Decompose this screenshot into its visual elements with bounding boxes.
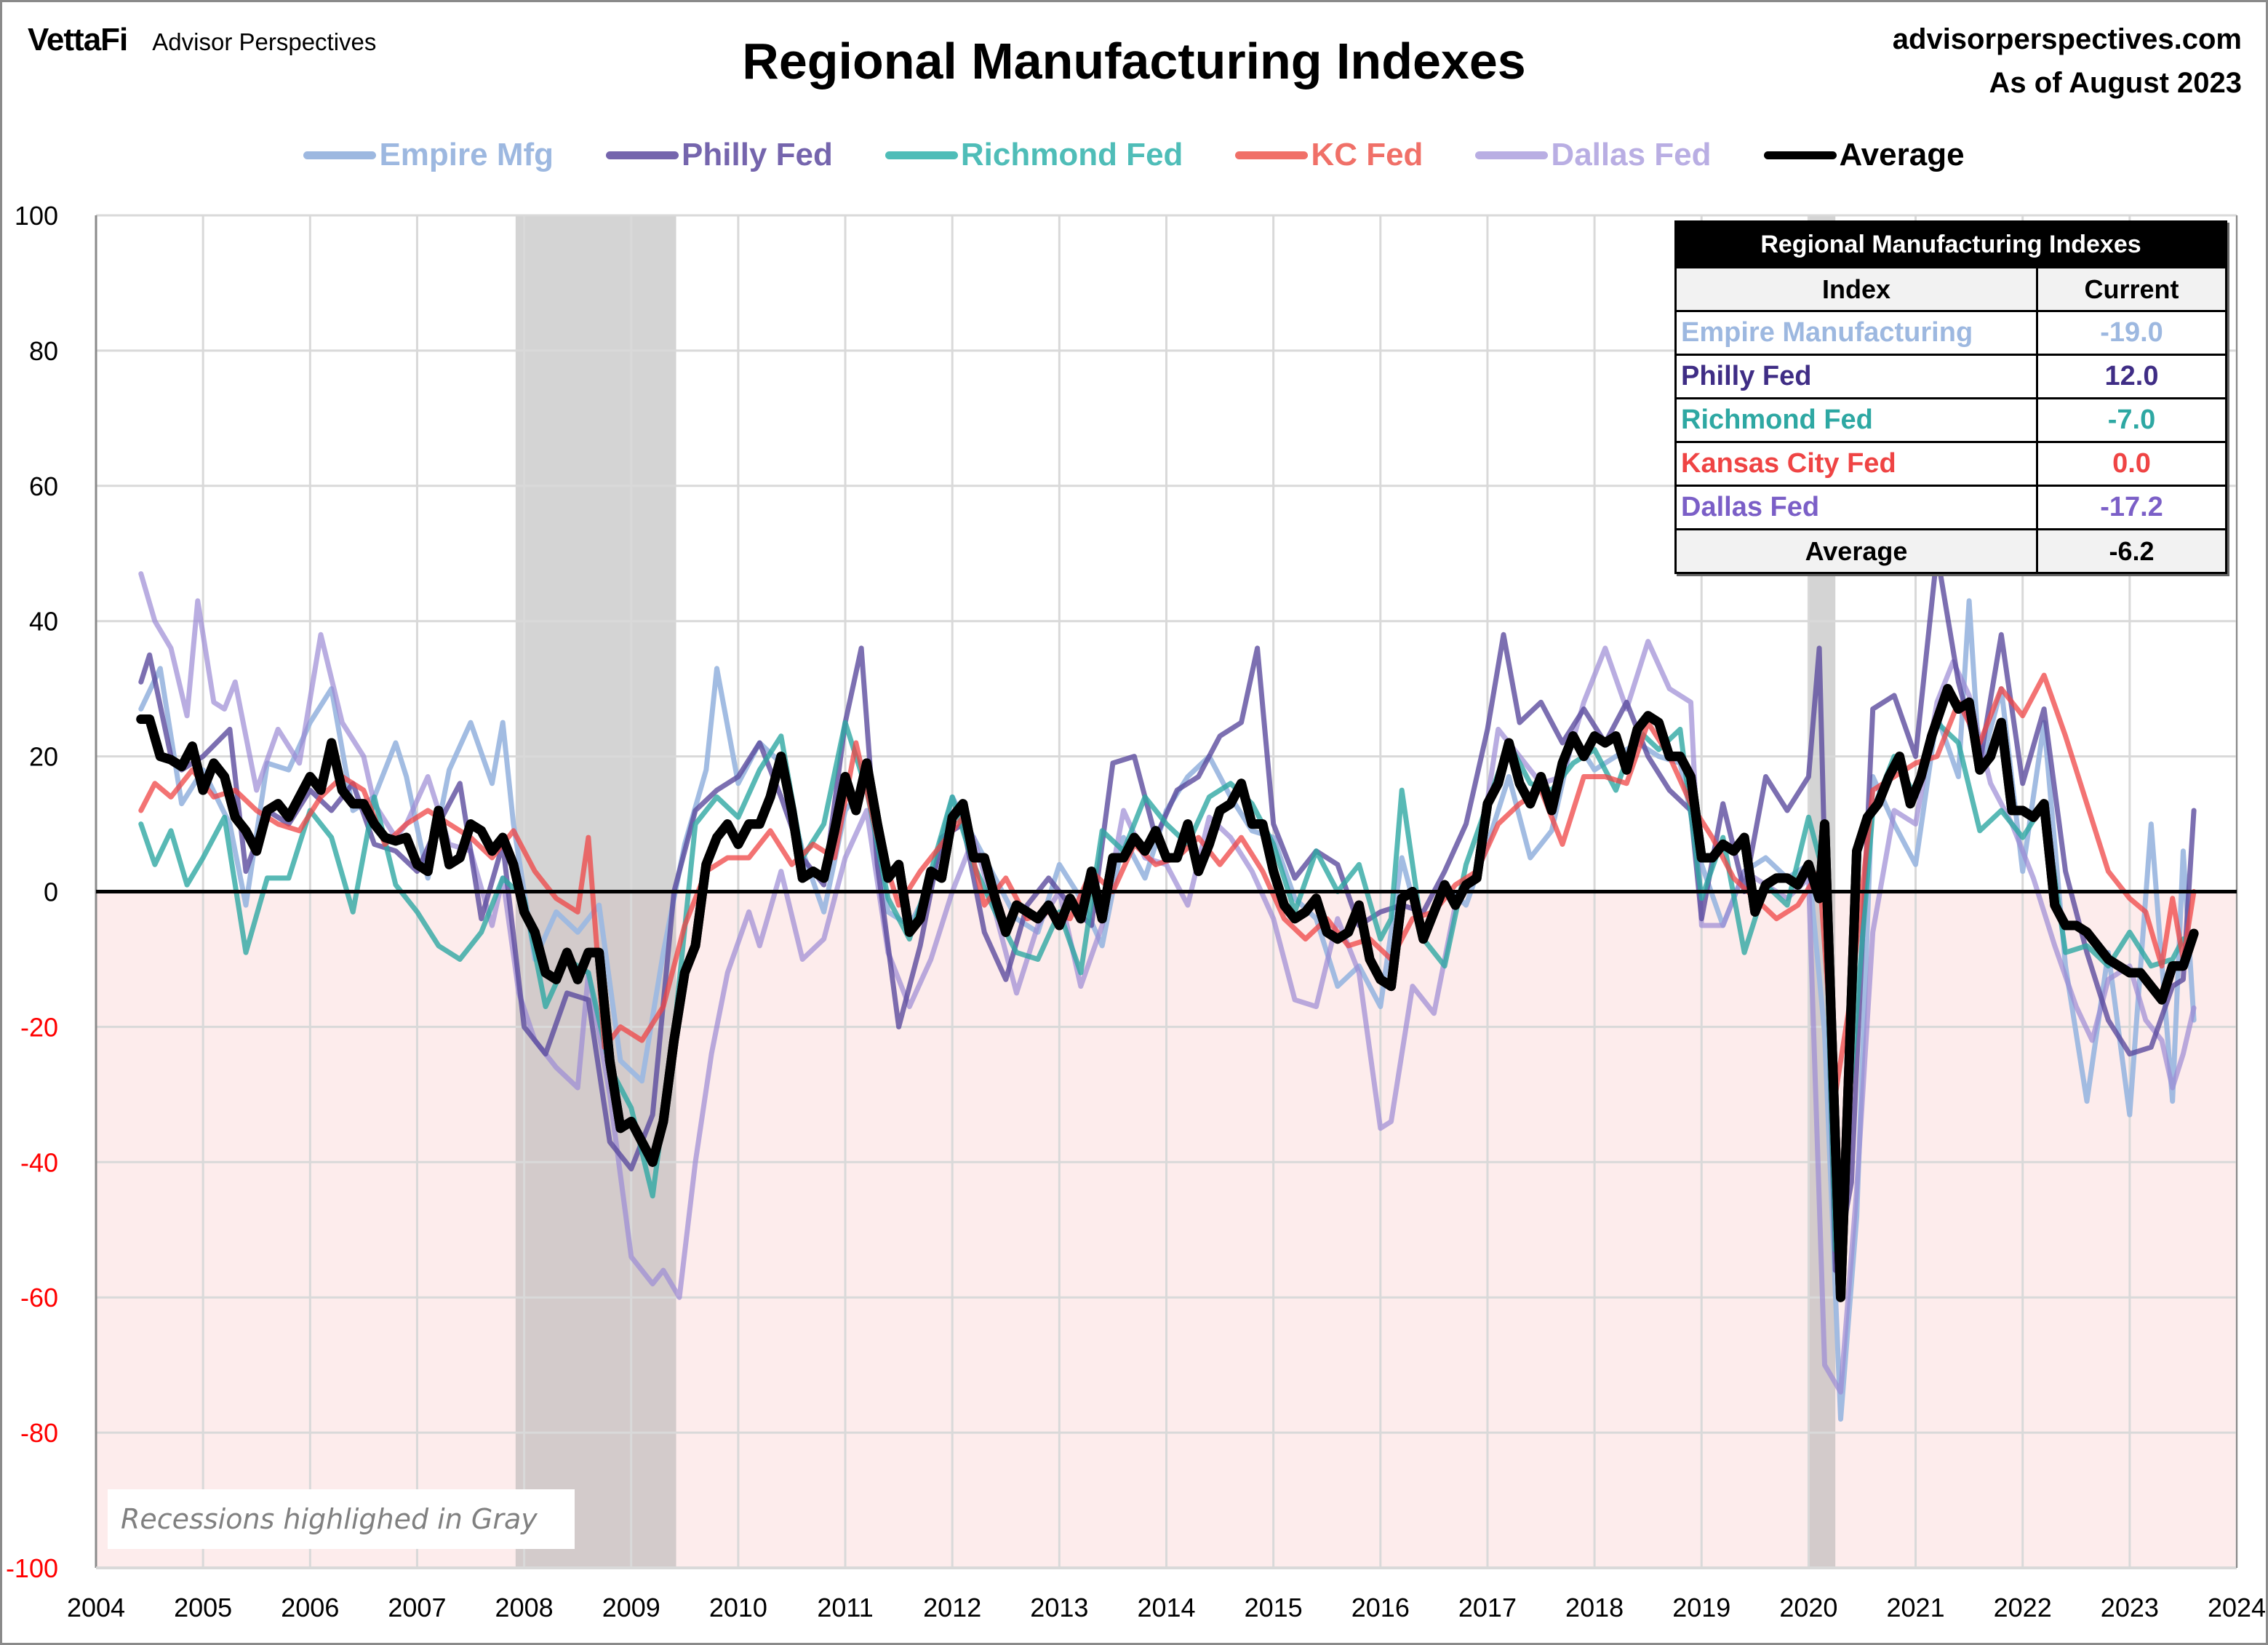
table-row-value: 12.0 [2104, 361, 2159, 391]
y-tick-label: -60 [20, 1283, 58, 1313]
table-header-row: Index Current [1677, 266, 2225, 310]
y-tick-label: 40 [29, 607, 58, 637]
table-row: Philly Fed 12.0 [1677, 354, 2225, 397]
x-tick-label: 2017 [1458, 1593, 1517, 1622]
y-tick-label: -20 [20, 1012, 58, 1042]
x-tick-label: 2009 [602, 1593, 660, 1622]
legend: Empire Mfg Philly Fed Richmond Fed KC Fed Da… [0, 137, 2268, 173]
y-tick-label: 0 [44, 877, 58, 907]
table-row: Kansas City Fed 0.0 [1677, 441, 2225, 485]
legend-label: Philly Fed [682, 137, 833, 172]
legend-label: Richmond Fed [960, 137, 1183, 172]
y-tick-label: -100 [6, 1553, 58, 1583]
table-row: Richmond Fed -7.0 [1677, 397, 2225, 441]
table-row: Empire Manufacturing -19.0 [1677, 310, 2225, 354]
current-values-table: Regional Manufacturing Indexes Index Cur… [1674, 220, 2227, 574]
y-tick-label: 100 [15, 201, 58, 231]
table-row-name: Philly Fed [1677, 356, 2038, 397]
table-header-index: Index [1677, 268, 2038, 310]
table-row-value: 0.0 [2112, 448, 2151, 479]
x-tick-label: 2019 [1672, 1593, 1730, 1622]
legend-label: KC Fed [1311, 137, 1424, 172]
legend-item: Philly Fed [606, 137, 833, 173]
y-tick-label: -40 [20, 1147, 58, 1177]
table-row-value: -19.0 [2100, 317, 2163, 348]
table-row-name: Richmond Fed [1677, 399, 2038, 441]
y-tick-label: -80 [20, 1418, 58, 1448]
table-row-value: -7.0 [2107, 405, 2156, 435]
x-tick-label: 2011 [817, 1593, 873, 1622]
recession-note: Recessions highlighed in Gray [108, 1489, 575, 1549]
x-tick-label: 2023 [2101, 1593, 2159, 1622]
legend-label: Empire Mfg [379, 137, 554, 172]
table-header-current: Current [2084, 274, 2179, 304]
table-average-value: -6.2 [2109, 536, 2155, 566]
brand-logo: VettaFi [28, 22, 128, 57]
x-tick-label: 2015 [1245, 1593, 1303, 1622]
legend-label: Dallas Fed [1551, 137, 1712, 172]
table-average-label: Average [1677, 530, 2038, 572]
table-row: Dallas Fed -17.2 [1677, 485, 2225, 528]
x-tick-label: 2006 [281, 1593, 339, 1622]
legend-label: Average [1839, 137, 1965, 172]
x-tick-label: 2020 [1779, 1593, 1837, 1622]
x-tick-label: 2012 [923, 1593, 981, 1622]
legend-item: Empire Mfg [303, 137, 554, 173]
chart-title: Regional Manufacturing Indexes [742, 33, 1526, 89]
table-row-value: -17.2 [2100, 492, 2163, 522]
y-tick-label: 80 [29, 336, 58, 366]
as-of-date: As of August 2023 [1989, 67, 2242, 99]
legend-item: KC Fed [1235, 137, 1423, 173]
x-tick-label: 2021 [1887, 1593, 1945, 1622]
legend-swatch-icon [606, 151, 679, 159]
site-url: advisorperspectives.com [1892, 23, 2242, 55]
table-title: Regional Manufacturing Indexes [1677, 223, 2225, 266]
table-row-name: Kansas City Fed [1677, 443, 2038, 485]
legend-swatch-icon [885, 151, 958, 159]
x-tick-label: 2018 [1565, 1593, 1624, 1622]
table-row-name: Dallas Fed [1677, 487, 2038, 528]
brand-name: Advisor Perspectives [152, 28, 377, 55]
table-average-row: Average -6.2 [1677, 528, 2225, 572]
source-info: advisorperspectives.com As of August 202… [1893, 17, 2242, 105]
legend-swatch-icon [1763, 151, 1837, 159]
x-tick-label: 2004 [67, 1593, 125, 1622]
legend-item: Average [1763, 137, 1965, 173]
x-tick-label: 2005 [174, 1593, 232, 1622]
x-tick-label: 2007 [388, 1593, 446, 1622]
legend-swatch-icon [303, 151, 377, 159]
x-tick-label: 2013 [1030, 1593, 1088, 1622]
y-tick-label: 60 [29, 471, 58, 501]
table-row-name: Empire Manufacturing [1677, 312, 2038, 354]
legend-item: Richmond Fed [885, 137, 1183, 173]
x-tick-label: 2008 [495, 1593, 554, 1622]
x-tick-label: 2024 [2208, 1593, 2266, 1622]
x-tick-label: 2016 [1351, 1593, 1410, 1622]
series-line-average-top [136, 684, 2199, 1302]
x-tick-label: 2022 [1994, 1593, 2052, 1622]
x-tick-label: 2010 [709, 1593, 767, 1622]
x-tick-label: 2014 [1137, 1593, 1195, 1622]
legend-swatch-icon [1475, 151, 1549, 159]
legend-item: Dallas Fed [1475, 137, 1712, 173]
legend-swatch-icon [1235, 151, 1309, 159]
brand: VettaFi Advisor Perspectives [28, 22, 376, 58]
y-tick-label: 20 [29, 742, 58, 772]
series-line-philly-fed [138, 551, 2197, 1273]
